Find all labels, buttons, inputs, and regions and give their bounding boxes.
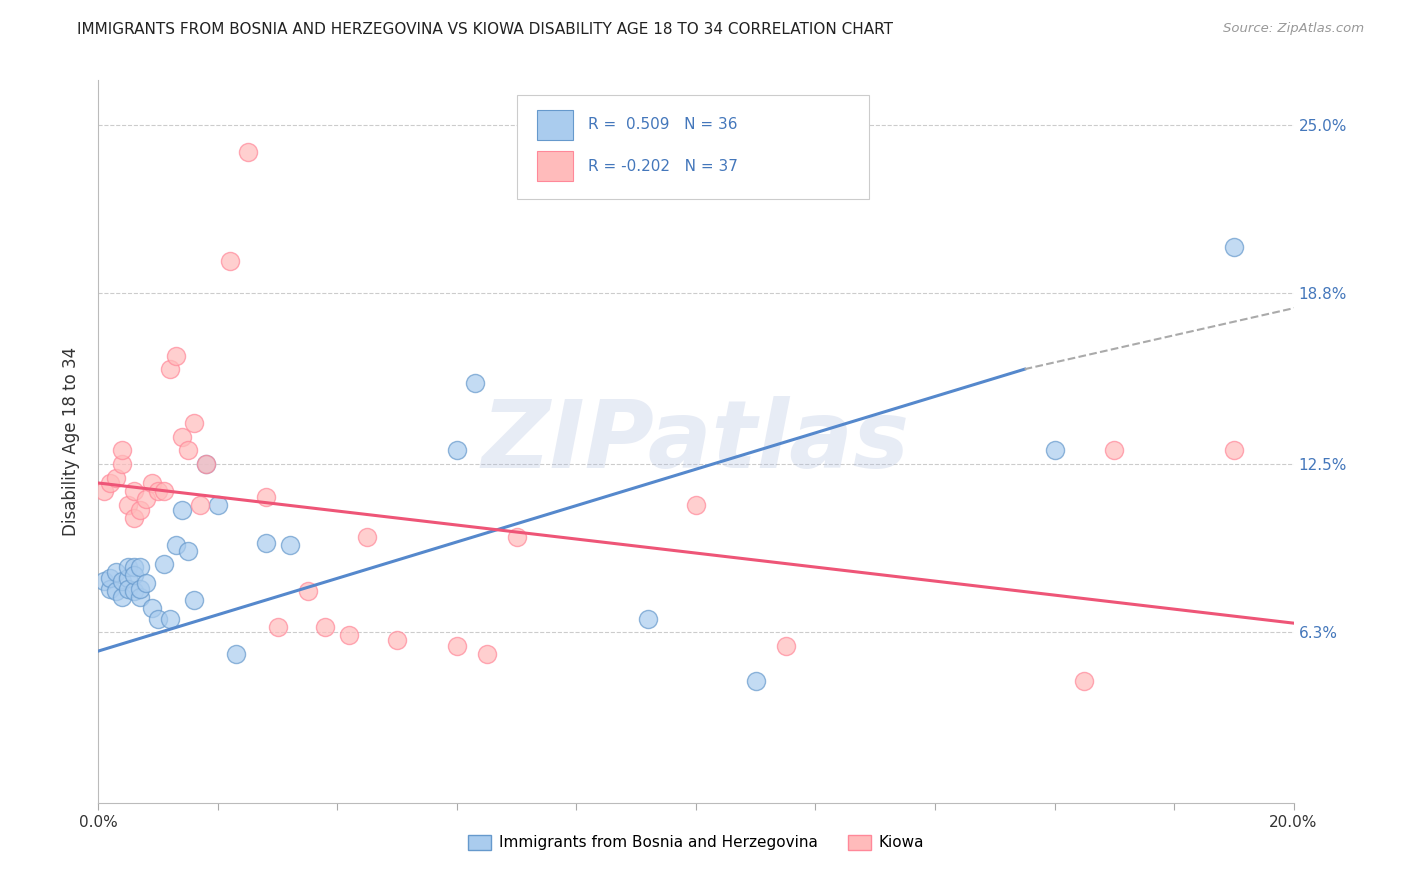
Point: [98, 475, 122, 490]
Point: [117, 571, 139, 585]
Point: [148, 484, 170, 499]
Point: [1223, 443, 1246, 458]
Point: [356, 530, 378, 544]
Bar: [537, 110, 572, 140]
Point: [141, 600, 163, 615]
Point: [124, 568, 146, 582]
Text: R = -0.202   N = 37: R = -0.202 N = 37: [589, 160, 738, 175]
Text: R =  0.509   N = 36: R = 0.509 N = 36: [589, 117, 738, 132]
Point: [637, 611, 659, 625]
Point: [446, 639, 468, 653]
Point: [117, 582, 139, 596]
Legend: Immigrants from Bosnia and Herzegovina, Kiowa: Immigrants from Bosnia and Herzegovina, …: [461, 829, 931, 856]
Point: [111, 457, 134, 471]
Point: [129, 590, 152, 604]
Point: [177, 443, 200, 458]
Text: Source: ZipAtlas.com: Source: ZipAtlas.com: [1223, 22, 1364, 36]
Point: [93, 484, 115, 499]
Point: [446, 443, 468, 458]
Point: [153, 558, 176, 572]
Point: [464, 376, 486, 390]
Text: ZIPatlas: ZIPatlas: [482, 395, 910, 488]
Point: [172, 503, 194, 517]
Point: [98, 571, 122, 585]
Y-axis label: Disability Age 18 to 34: Disability Age 18 to 34: [62, 347, 80, 536]
Point: [225, 647, 247, 661]
Point: [165, 538, 187, 552]
Point: [111, 443, 134, 458]
Point: [93, 574, 115, 588]
Bar: [537, 151, 572, 181]
Point: [745, 673, 768, 688]
Point: [148, 611, 170, 625]
Point: [297, 584, 319, 599]
Point: [506, 530, 529, 544]
Point: [129, 582, 152, 596]
Point: [183, 592, 205, 607]
Point: [124, 584, 146, 599]
Point: [135, 576, 157, 591]
Point: [1223, 240, 1246, 254]
Text: IMMIGRANTS FROM BOSNIA AND HERZEGOVINA VS KIOWA DISABILITY AGE 18 TO 34 CORRELAT: IMMIGRANTS FROM BOSNIA AND HERZEGOVINA V…: [77, 22, 893, 37]
Point: [254, 490, 277, 504]
Point: [315, 620, 337, 634]
Point: [685, 498, 707, 512]
Point: [153, 484, 176, 499]
Point: [475, 647, 498, 661]
Point: [195, 457, 218, 471]
Point: [135, 492, 157, 507]
Point: [124, 560, 146, 574]
Point: [207, 498, 229, 512]
Point: [165, 349, 187, 363]
Point: [385, 633, 409, 648]
Point: [775, 639, 797, 653]
Point: [177, 543, 200, 558]
Point: [124, 484, 146, 499]
Point: [339, 628, 361, 642]
Point: [105, 470, 128, 484]
Point: [267, 620, 290, 634]
Point: [219, 253, 242, 268]
Point: [117, 560, 139, 574]
Point: [278, 538, 301, 552]
Point: [117, 498, 139, 512]
Point: [1104, 443, 1126, 458]
Point: [111, 574, 134, 588]
Point: [188, 498, 211, 512]
Point: [159, 611, 181, 625]
Point: [124, 511, 146, 525]
Point: [195, 457, 218, 471]
Point: [236, 145, 259, 160]
Point: [111, 590, 134, 604]
Point: [105, 566, 128, 580]
Point: [1043, 443, 1066, 458]
Point: [105, 584, 128, 599]
Point: [129, 503, 152, 517]
Point: [129, 560, 152, 574]
Point: [98, 582, 122, 596]
Point: [159, 362, 181, 376]
Point: [183, 417, 205, 431]
Point: [254, 535, 277, 549]
Point: [1073, 673, 1095, 688]
FancyBboxPatch shape: [517, 95, 869, 200]
Point: [172, 430, 194, 444]
Point: [141, 475, 163, 490]
